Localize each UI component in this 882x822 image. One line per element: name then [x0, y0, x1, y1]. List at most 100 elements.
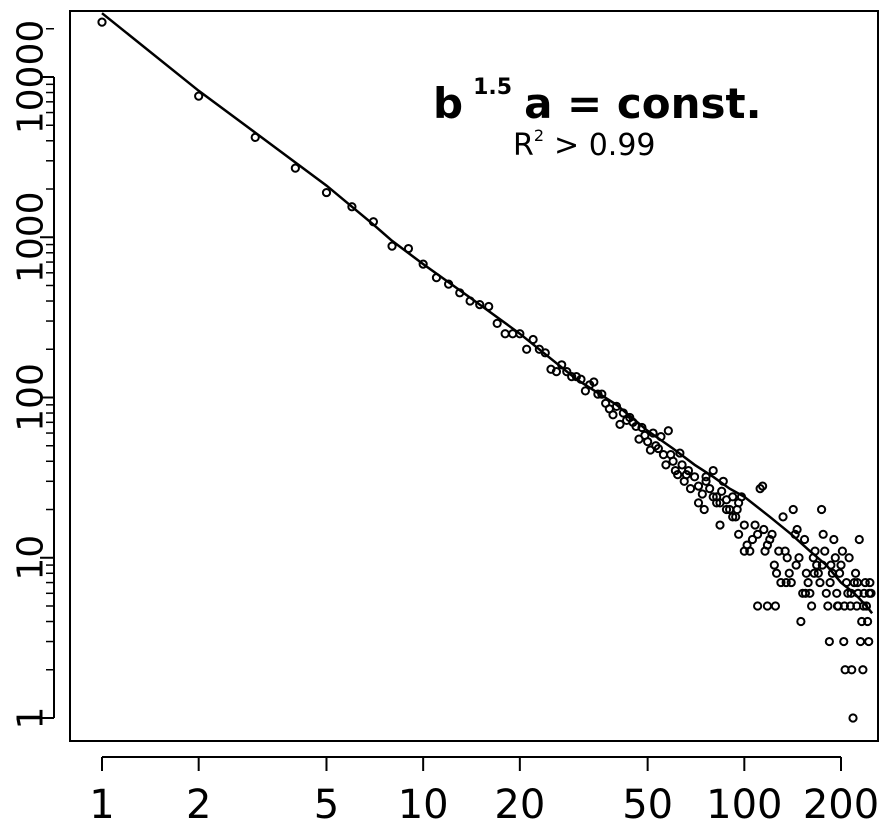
- fit-line: [101, 12, 874, 615]
- data-point: [792, 524, 802, 535]
- data-point: [848, 713, 858, 723]
- data-point: [693, 481, 704, 491]
- equation-label: b 1.5 a = const.: [433, 75, 762, 128]
- data-point: [747, 534, 758, 545]
- data-point: [387, 241, 397, 251]
- data-point: [693, 498, 704, 508]
- data-point: [801, 568, 811, 578]
- data-point: [830, 553, 840, 563]
- data-point: [847, 665, 857, 675]
- data-point: [770, 601, 781, 611]
- data-point: [562, 367, 572, 377]
- data-point: [668, 456, 678, 466]
- data-point: [816, 504, 827, 515]
- data-point: [699, 504, 709, 515]
- x-tick-label: 20: [494, 782, 545, 822]
- data-point: [820, 546, 830, 556]
- data-point: [615, 419, 625, 429]
- data-point: [631, 421, 641, 432]
- data-point: [823, 601, 833, 611]
- data-point: [864, 636, 874, 647]
- data-point: [824, 636, 834, 647]
- y-tick-label: 100: [11, 363, 52, 432]
- data-point: [771, 568, 782, 578]
- data-point: [697, 489, 707, 499]
- data-point: [708, 492, 718, 502]
- y-tick-label: 1: [11, 707, 52, 730]
- equation-annotation: b 1.5 a = const. R2 > 0.99: [433, 75, 762, 163]
- y-tick-label: 1000: [11, 191, 52, 283]
- data-point: [321, 187, 332, 198]
- equation-exponent: 1.5: [473, 75, 512, 100]
- data-point: [347, 202, 357, 212]
- data-points: [97, 17, 876, 723]
- data-point: [781, 577, 791, 588]
- data-point: [800, 588, 811, 598]
- data-point: [663, 426, 673, 436]
- data-point: [658, 450, 669, 460]
- data-point: [97, 17, 107, 27]
- x-tick-label: 200: [803, 782, 879, 822]
- data-point: [500, 329, 510, 339]
- data-point: [418, 259, 428, 269]
- data-point: [784, 568, 794, 578]
- data-point: [803, 577, 813, 588]
- data-point: [717, 486, 727, 496]
- x-tick-label: 1: [89, 782, 114, 822]
- data-point: [515, 329, 525, 339]
- data-point: [522, 344, 532, 354]
- plot-frame: [69, 10, 879, 742]
- data-point: [778, 512, 788, 522]
- x-axis: 1 2 5 10 20 50 100 200: [89, 756, 879, 822]
- data-point: [708, 465, 718, 476]
- data-point: [818, 529, 828, 539]
- data-point: [715, 520, 725, 530]
- data-point: [864, 588, 874, 598]
- data-point: [799, 534, 810, 545]
- equation-rest: a = const.: [524, 79, 761, 128]
- data-point: [551, 367, 562, 377]
- data-point: [794, 553, 804, 563]
- data-point: [782, 553, 792, 563]
- data-point: [759, 524, 769, 535]
- data-point: [812, 560, 822, 570]
- y-tick-label: 10000: [11, 20, 52, 135]
- data-point: [194, 91, 204, 101]
- data-point: [677, 460, 687, 470]
- data-point: [290, 163, 300, 173]
- data-point: [805, 588, 815, 598]
- r-squared-label: R2 > 0.99: [513, 126, 656, 163]
- data-point: [683, 465, 694, 476]
- data-point: [728, 512, 738, 522]
- data-point: [745, 546, 755, 556]
- data-point: [791, 560, 801, 570]
- x-tick-label: 50: [622, 782, 673, 822]
- data-point: [850, 568, 861, 578]
- data-point: [767, 529, 777, 539]
- data-point: [815, 577, 825, 588]
- r2-exponent: 2: [534, 126, 544, 145]
- r2-base: R: [513, 128, 534, 163]
- data-point: [645, 445, 656, 455]
- data-point: [673, 470, 683, 480]
- data-point: [475, 299, 485, 310]
- equation-base: b: [433, 79, 463, 128]
- y-axis: 1 10 100 1000 10000: [11, 20, 55, 730]
- data-point: [776, 577, 786, 588]
- data-point: [685, 484, 696, 494]
- x-tick-label: 2: [186, 782, 211, 822]
- data-point: [855, 636, 866, 647]
- data-point: [750, 520, 760, 530]
- data-point: [852, 577, 863, 588]
- data-point: [857, 616, 867, 627]
- data-point: [739, 546, 749, 556]
- data-point: [832, 588, 842, 598]
- x-tick-label: 100: [706, 782, 782, 822]
- data-point: [849, 577, 859, 588]
- x-tick-label: 5: [314, 782, 339, 822]
- data-point: [705, 484, 715, 494]
- data-point: [728, 492, 738, 502]
- data-point: [753, 601, 763, 611]
- data-point: [825, 577, 835, 588]
- data-point: [836, 560, 846, 570]
